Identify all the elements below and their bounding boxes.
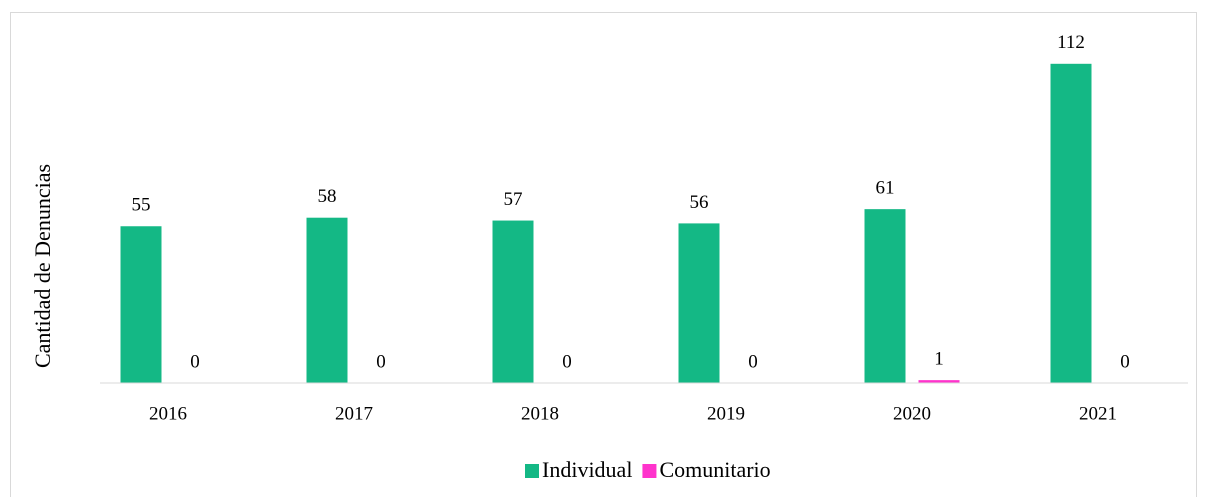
bar — [120, 226, 162, 383]
data-label: 58 — [318, 186, 337, 207]
legend-label: Comunitario — [659, 457, 770, 482]
data-label: 0 — [562, 351, 572, 372]
x-tick-label: 2020 — [893, 403, 931, 424]
bar — [492, 220, 534, 383]
data-label: 0 — [376, 351, 386, 372]
x-tick-label: 2017 — [335, 403, 373, 424]
x-tick-label: 2021 — [1079, 403, 1117, 424]
data-label: 0 — [190, 351, 200, 372]
data-label: 61 — [876, 178, 895, 199]
y-axis-label: Cantidad de Denuncias — [30, 164, 55, 368]
bar — [306, 217, 348, 383]
bar — [1050, 63, 1092, 384]
bar — [864, 209, 906, 383]
data-label: 0 — [1120, 351, 1130, 372]
bar — [918, 380, 960, 383]
x-tick-label: 2018 — [521, 403, 559, 424]
legend-swatch — [525, 464, 539, 478]
x-tick-label: 2016 — [149, 403, 187, 424]
legend-swatch — [642, 464, 657, 478]
data-label: 56 — [690, 192, 709, 213]
data-label: 112 — [1057, 32, 1085, 53]
chart-frame — [10, 12, 1197, 497]
data-label: 1 — [934, 349, 944, 370]
legend-label: Individual — [542, 457, 632, 482]
x-tick-label: 2019 — [707, 403, 745, 424]
bar — [678, 223, 720, 383]
data-label: 0 — [748, 351, 758, 372]
data-label: 57 — [504, 189, 523, 210]
data-label: 55 — [132, 195, 151, 216]
